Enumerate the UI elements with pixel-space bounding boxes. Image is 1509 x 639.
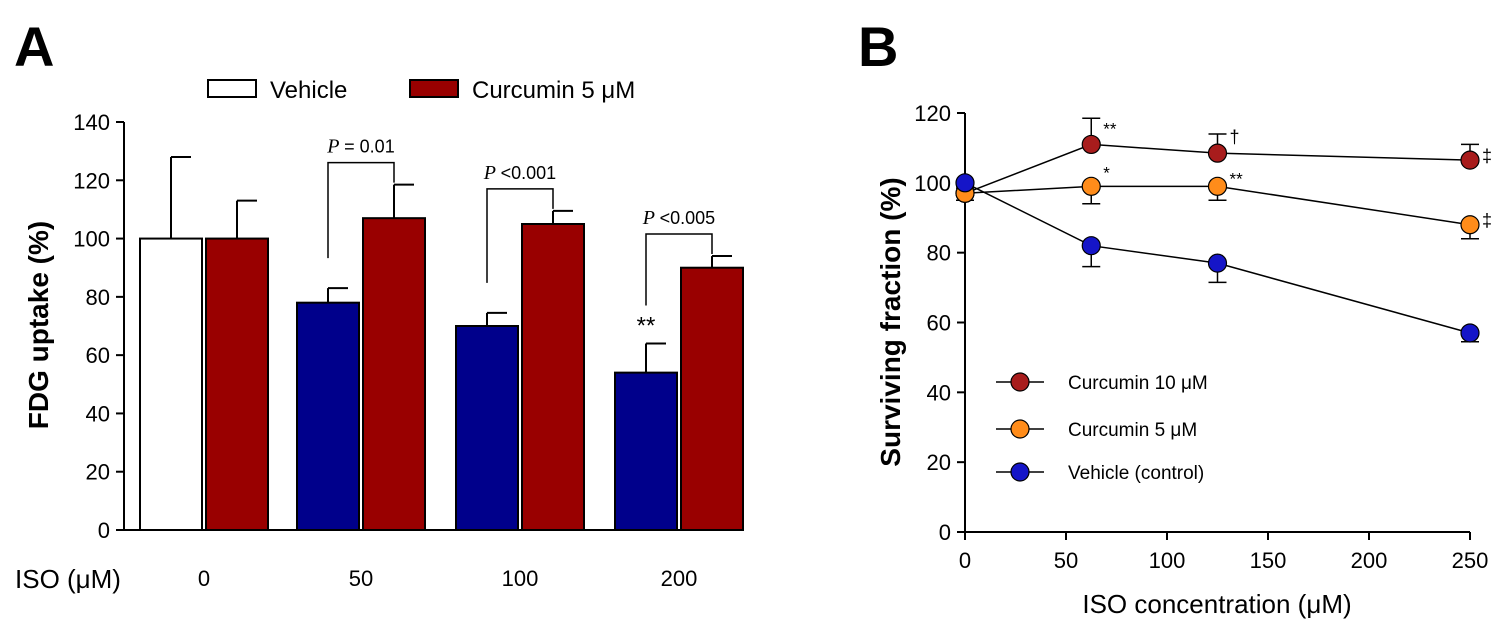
- panel-a-bar: [455, 325, 519, 531]
- legend-label-curcumin: Curcumin 5 μM: [472, 77, 635, 104]
- panel-b-x-tick-label: 150: [1250, 548, 1287, 573]
- p-value: <0.001: [501, 163, 557, 183]
- panel-a-x-tick-label: 200: [661, 566, 698, 591]
- legend-label: Curcumin 5 μM: [1068, 420, 1197, 441]
- panel-b-series-line: [964, 185, 1471, 226]
- panel-a-y-tick-label: 40: [86, 401, 110, 426]
- panel-a-y-axis-label: FDG uptake (%): [23, 221, 54, 429]
- panel-a-p-value-text: P <0.005: [642, 207, 715, 229]
- legend-label-vehicle: Vehicle: [270, 77, 347, 104]
- panel-a-letter: A: [14, 15, 54, 78]
- panel-b-data-point: [955, 173, 975, 193]
- panel-a-x-tick-label: 50: [349, 566, 373, 591]
- panel-a: A FDG uptake (%) ISO (μM) 0 20 40 60 80 100 12…: [14, 15, 744, 594]
- panel-b-data-point: [1460, 323, 1480, 343]
- panel-a-x-prefix-label: ISO (μM): [15, 564, 121, 594]
- panel-b-y-axis-label: Surviving fraction (%): [875, 177, 906, 466]
- panel-a-y-tick-label: 20: [86, 460, 110, 485]
- panel-b-x-tick-label: 200: [1351, 548, 1388, 573]
- panel-b-y-tick-label: 100: [914, 171, 951, 196]
- panel-b-data-point: [1207, 143, 1228, 163]
- p-value: = 0.01: [344, 137, 395, 157]
- panel-b-significance-mark: *: [1103, 163, 1110, 182]
- panel-b-y-tick-label: 0: [939, 520, 951, 545]
- panel-b-y-tick-label: 120: [914, 101, 951, 126]
- panel-b-data-point: [1207, 176, 1228, 196]
- panel-a-y-tick-label: 80: [86, 285, 110, 310]
- panel-b-significance-mark: †: [1230, 127, 1240, 147]
- panel-b-data-point: [1460, 215, 1480, 235]
- panel-a-bar: [296, 301, 360, 531]
- panel-a-bar: [521, 223, 585, 531]
- panel-b-y-tick-label: 40: [927, 380, 951, 405]
- panel-b-y-tick-label: 60: [927, 311, 951, 336]
- panel-b-x-tick-label: 100: [1149, 548, 1186, 573]
- panel-a-p-value-text: P <0.001: [483, 162, 556, 184]
- panel-b-series-line: [964, 143, 1471, 195]
- panel-b-significance-mark: **: [1230, 169, 1244, 188]
- panel-a-bar: [614, 371, 678, 531]
- panel-a-significance-bracket: [645, 233, 713, 306]
- p-symbol: P: [642, 207, 660, 229]
- panel-a-bar: [680, 266, 744, 531]
- panel-a-bar: [362, 217, 426, 532]
- legend-swatch-vehicle: [207, 79, 257, 98]
- legend-marker: [1010, 372, 1030, 392]
- panel-a-y-tick-label: 60: [86, 343, 110, 368]
- panel-b-data-point: [1081, 236, 1101, 256]
- panel-b-x-tick-label: 50: [1054, 548, 1078, 573]
- panel-b-letter: B: [858, 15, 898, 78]
- p-value: <0.005: [660, 208, 716, 228]
- panel-b-data-point: [1081, 134, 1101, 155]
- panel-a-significance-stars: **: [637, 312, 656, 339]
- panel-b-data-point: [1081, 176, 1101, 196]
- panel-a-x-tick-label: 0: [198, 566, 210, 591]
- panel-b-y-tick-label: 80: [927, 241, 951, 266]
- legend-marker: [1010, 462, 1030, 482]
- panel-a-significance-bracket: [486, 188, 554, 283]
- panel-b-x-axis-label: ISO concentration (μM): [1082, 589, 1351, 619]
- panel-b-series-line: [964, 182, 1471, 334]
- panel-b-x-tick-label: 250: [1452, 548, 1489, 573]
- panel-b-data-point: [1207, 253, 1228, 273]
- panel-a-significance-bracket: [327, 161, 395, 259]
- panel-a-bar: [205, 237, 269, 531]
- p-symbol: P: [326, 136, 344, 158]
- panel-a-p-value-text: P = 0.01: [326, 136, 394, 158]
- panel-b-significance-mark: ‡: [1482, 211, 1492, 231]
- panel-a-x-tick-label: 100: [502, 566, 539, 591]
- panel-b-data-point: [1460, 150, 1480, 170]
- panel-b-significance-mark: ‡: [1482, 146, 1492, 166]
- legend-label: Vehicle (control): [1068, 463, 1204, 484]
- panel-a-y-tick-label: 120: [73, 168, 110, 193]
- panel-b-x-tick-label: 0: [959, 548, 971, 573]
- panel-a-y-tick-label: 0: [98, 518, 110, 543]
- panel-b-significance-mark: **: [1103, 119, 1117, 138]
- panel-b-y-tick-label: 20: [927, 450, 951, 475]
- legend-label: Curcumin 10 μM: [1068, 373, 1208, 394]
- panel-a-y-tick-label: 100: [73, 227, 110, 252]
- panel-b: B Surviving fraction (%) ISO concentrati…: [858, 15, 1492, 619]
- p-symbol: P: [483, 162, 501, 184]
- panel-a-y-tick-label: 140: [73, 110, 110, 135]
- legend-swatch-curcumin: [409, 79, 459, 98]
- panel-a-bar: [139, 237, 203, 531]
- legend-marker: [1010, 419, 1030, 439]
